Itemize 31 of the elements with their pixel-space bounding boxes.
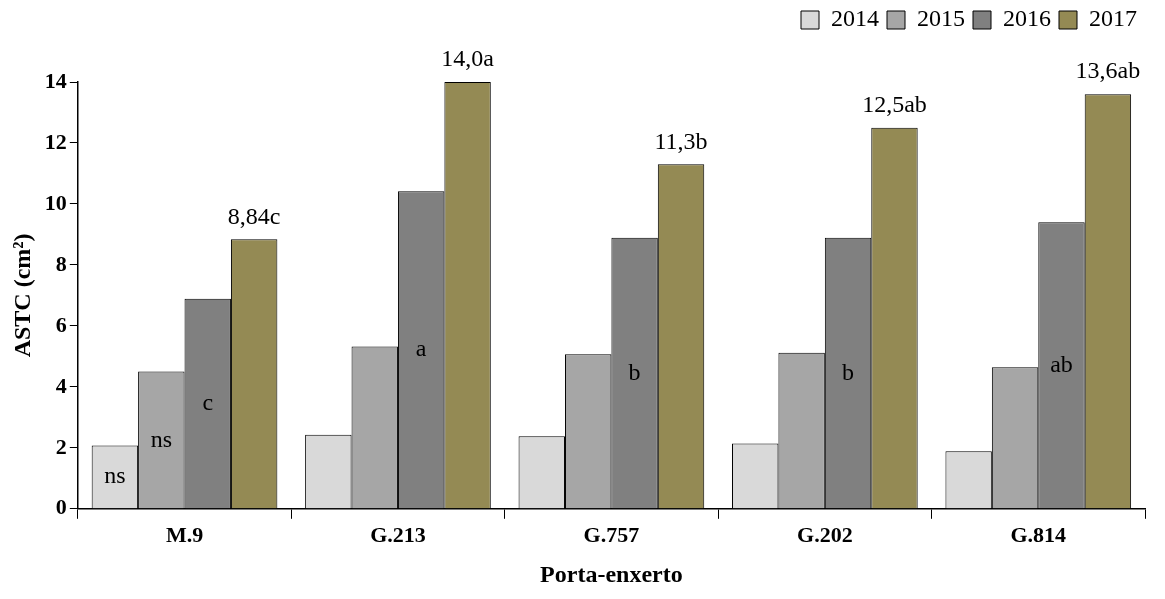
y-tick-label: 8 [55, 250, 67, 276]
y-tick-label: 0 [55, 494, 67, 520]
data-label: ab [1050, 350, 1073, 377]
y-tick-label: 12 [44, 128, 67, 154]
data-label: 8,84c [227, 202, 281, 229]
x-tick-label: G.202 [797, 521, 853, 547]
legend-label: 2015 [917, 5, 965, 32]
data-label: 13,6ab [1075, 57, 1141, 84]
x-tick-label: G.757 [583, 521, 640, 547]
y-tick-label: 14 [44, 67, 67, 93]
x-tick-label: G.814 [1010, 521, 1067, 547]
y-tick-label: 4 [55, 372, 67, 398]
data-label: ns [104, 462, 126, 489]
y-axis-title: ASTC (cm²) [8, 233, 35, 358]
data-label: 12,5ab [862, 91, 927, 118]
x-tick-label: G.213 [370, 521, 426, 547]
x-axis-title: Porta-enxerto [540, 560, 683, 587]
y-tick-label: 6 [55, 311, 67, 337]
data-label: b [842, 358, 855, 385]
data-label: c [202, 389, 214, 416]
data-label: b [628, 358, 641, 385]
x-tick-label: M.9 [165, 521, 204, 547]
y-tick-label: 2 [55, 433, 67, 459]
data-label: 11,3b [654, 127, 708, 154]
legend-label: 2016 [1003, 5, 1051, 32]
y-tick-label: 10 [44, 189, 67, 215]
data-label: ns [150, 425, 172, 452]
data-label: 14,0a [441, 45, 495, 72]
legend-label: 2014 [831, 5, 879, 32]
legend-label: 2017 [1089, 5, 1137, 32]
data-label: a [415, 335, 427, 362]
